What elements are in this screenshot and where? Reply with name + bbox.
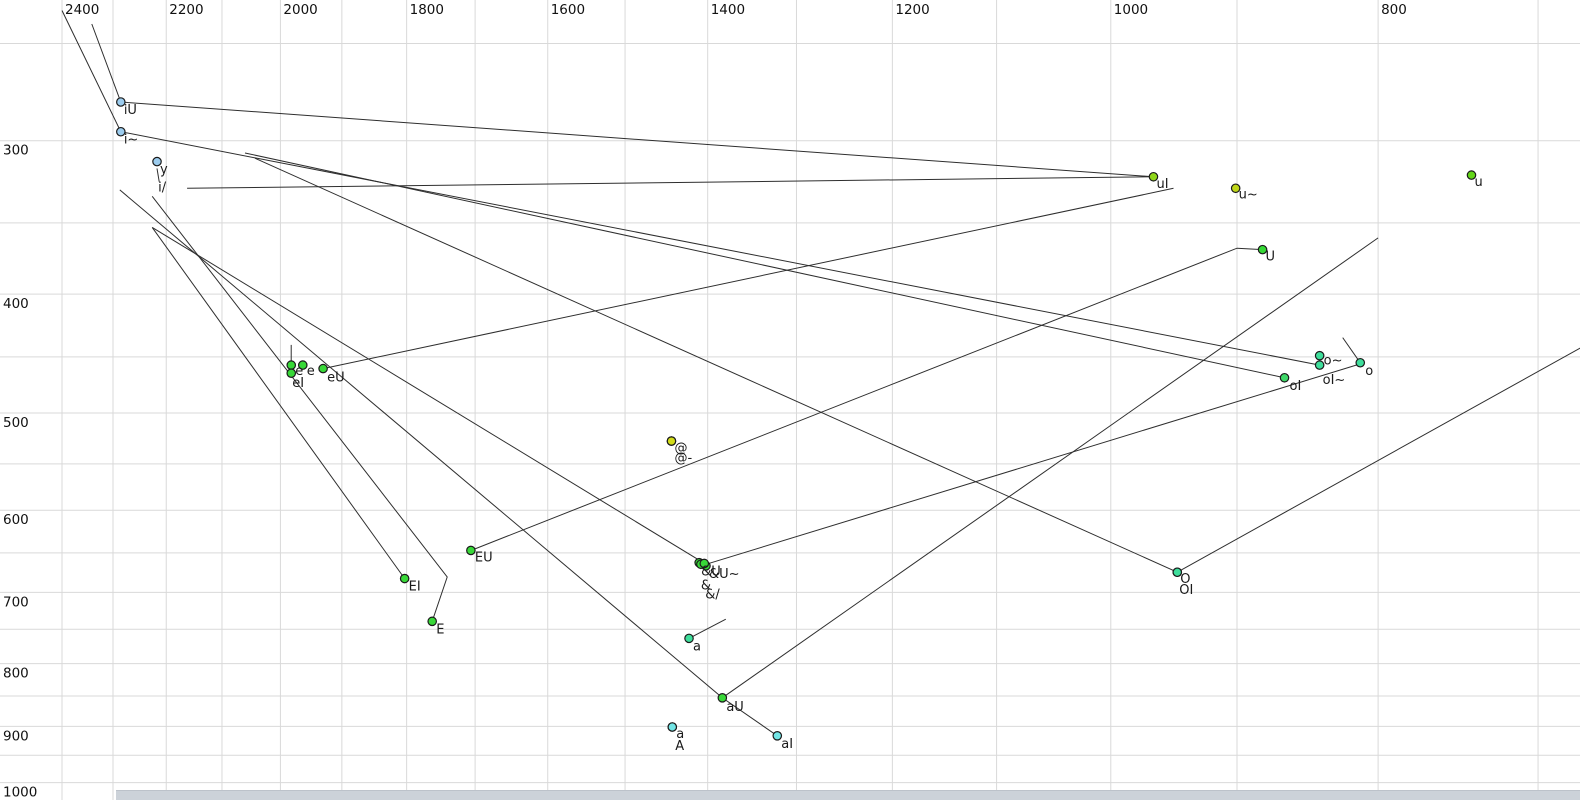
point-label-&/: &/ bbox=[705, 587, 720, 602]
x-tick-label-1000: 1000 bbox=[1114, 2, 1148, 18]
y-tick-label-400: 400 bbox=[3, 296, 29, 312]
point-label-A: A bbox=[675, 739, 684, 754]
point-label-layer: iU i~ y i/uI u~ u Ue eeI eU @@- EU EI E&U&U~&&/ OOI o~… bbox=[124, 103, 1483, 754]
point-label-i~: i~ bbox=[124, 133, 139, 148]
data-point-EU bbox=[466, 545, 476, 556]
data-point-u bbox=[1466, 170, 1477, 180]
trajectory-line-3 bbox=[156, 168, 160, 182]
horizontal-scrollbar[interactable] bbox=[116, 790, 1580, 800]
point-label-o~: o~ bbox=[1324, 354, 1343, 369]
trajectory-line-5 bbox=[151, 227, 406, 579]
data-point-@- bbox=[666, 436, 677, 446]
data-point-y bbox=[152, 156, 162, 167]
trajectory-line-10 bbox=[151, 195, 448, 622]
x-tick-label-1400: 1400 bbox=[711, 2, 745, 18]
point-label-EI: EI bbox=[409, 580, 421, 595]
data-point-u~ bbox=[1230, 183, 1241, 194]
y-tick-label-800: 800 bbox=[3, 666, 29, 682]
data-point-E bbox=[427, 616, 437, 627]
data-point-o~ bbox=[1314, 350, 1325, 361]
point-label-oI~: oI~ bbox=[1323, 373, 1346, 388]
trajectory-line-13 bbox=[1342, 337, 1361, 364]
point-label-aU: aU bbox=[726, 700, 743, 715]
point-label-OI: OI bbox=[1179, 583, 1193, 598]
point-label-oI: oI bbox=[1290, 379, 1302, 394]
data-point-aI bbox=[772, 731, 783, 741]
x-tick-label-2000: 2000 bbox=[283, 2, 317, 18]
point-label-@: @ bbox=[674, 441, 687, 456]
y-tick-label-900: 900 bbox=[3, 728, 29, 744]
point-label-eU: eU bbox=[327, 371, 345, 386]
x-tick-label-2200: 2200 bbox=[169, 2, 203, 18]
data-point-EI bbox=[399, 573, 410, 584]
data-point-eU bbox=[318, 363, 328, 374]
point-label-uI: uI bbox=[1156, 177, 1168, 192]
point-label-i/: i/ bbox=[158, 181, 167, 196]
trajectory-line-9 bbox=[470, 247, 1263, 551]
trajectory-line-4 bbox=[119, 189, 723, 699]
point-label-E: E bbox=[436, 622, 444, 637]
data-point-eI bbox=[286, 368, 297, 379]
data-point-U bbox=[1257, 244, 1268, 255]
y-tick-label-300: 300 bbox=[3, 143, 29, 159]
data-point-uI bbox=[1148, 171, 1159, 182]
point-label-e: e bbox=[295, 364, 303, 379]
data-point-a bbox=[684, 633, 694, 644]
trajectory-line-16 bbox=[688, 618, 727, 639]
data-point-OI bbox=[1172, 567, 1183, 578]
axis-tick-layer: 2400 2200 2000 1800 1600 1400 1200 1000 800 300 40… bbox=[3, 2, 1407, 800]
data-point-oI bbox=[1279, 372, 1290, 383]
data-point-i~ bbox=[116, 126, 126, 137]
point-label-&U~: &U~ bbox=[709, 567, 740, 582]
x-tick-label-2400: 2400 bbox=[65, 2, 99, 18]
point-label-o: o bbox=[1365, 364, 1373, 379]
point-label-EU: EU bbox=[475, 550, 493, 565]
point-label-U: U bbox=[1266, 250, 1276, 265]
trajectory-line-2 bbox=[187, 176, 1154, 189]
data-point-o bbox=[1355, 357, 1366, 368]
point-label-u: u bbox=[1474, 175, 1482, 190]
x-tick-label-1200: 1200 bbox=[895, 2, 929, 18]
point-label-aI: aI bbox=[781, 737, 793, 752]
data-point-e bbox=[286, 360, 297, 370]
point-label-a: a bbox=[676, 727, 684, 742]
point-label-u~: u~ bbox=[1239, 187, 1258, 202]
point-label-y: y bbox=[160, 163, 168, 178]
trajectory-line-6 bbox=[151, 226, 707, 565]
x-tick-label-1600: 1600 bbox=[551, 2, 585, 18]
trajectory-line-12 bbox=[705, 363, 1361, 565]
point-label-&: & bbox=[701, 578, 711, 593]
x-tick-label-1800: 1800 bbox=[410, 2, 444, 18]
point-label-&U: &U bbox=[701, 565, 721, 580]
point-label-e: e bbox=[307, 364, 315, 379]
data-point-oI~ bbox=[1314, 360, 1325, 370]
y-tick-label-700: 700 bbox=[3, 594, 29, 610]
point-label-@-: @- bbox=[674, 451, 692, 466]
point-label-O: O bbox=[1180, 572, 1190, 587]
trajectory-line-8 bbox=[322, 187, 1174, 370]
y-tick-label-500: 500 bbox=[3, 415, 29, 431]
point-label-a: a bbox=[693, 639, 701, 654]
x-tick-label-800: 800 bbox=[1381, 2, 1407, 18]
y-tick-label-600: 600 bbox=[3, 512, 29, 528]
data-point-e bbox=[297, 360, 308, 370]
point-label-iU: iU bbox=[124, 103, 137, 118]
y-tick-label-1000: 1000 bbox=[3, 785, 37, 800]
point-label-eI: eI bbox=[292, 376, 304, 391]
data-point-iU bbox=[116, 97, 126, 107]
data-point-aU bbox=[717, 693, 728, 703]
data-point-&/ bbox=[699, 558, 710, 569]
trajectory-line-14 bbox=[244, 152, 1285, 379]
data-point-layer bbox=[116, 97, 1477, 741]
data-point-A bbox=[667, 722, 678, 732]
